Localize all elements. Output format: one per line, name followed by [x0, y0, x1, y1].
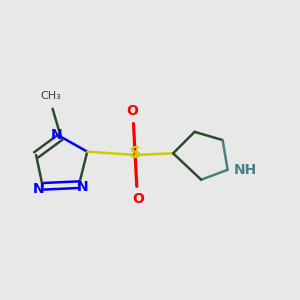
- Text: O: O: [126, 103, 138, 118]
- Text: N: N: [51, 128, 63, 142]
- Text: CH₃: CH₃: [40, 92, 61, 101]
- Text: O: O: [133, 192, 144, 206]
- Text: N: N: [77, 180, 89, 194]
- Text: N: N: [33, 182, 44, 196]
- Text: NH: NH: [234, 163, 257, 177]
- Text: S: S: [130, 146, 141, 161]
